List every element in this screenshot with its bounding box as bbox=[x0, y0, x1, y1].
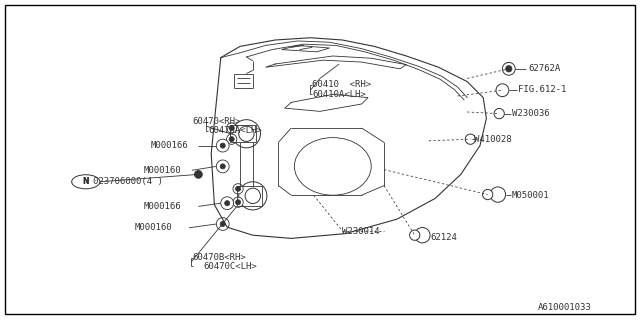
Ellipse shape bbox=[216, 139, 229, 152]
Text: W230036: W230036 bbox=[512, 109, 550, 118]
Ellipse shape bbox=[236, 200, 241, 205]
Ellipse shape bbox=[410, 230, 420, 240]
Ellipse shape bbox=[220, 164, 225, 169]
Ellipse shape bbox=[245, 188, 260, 204]
Text: A610001033: A610001033 bbox=[538, 303, 591, 312]
Ellipse shape bbox=[490, 187, 506, 202]
Ellipse shape bbox=[496, 84, 509, 97]
Text: 60470C<LH>: 60470C<LH> bbox=[204, 262, 257, 271]
Text: W410028: W410028 bbox=[474, 135, 511, 144]
Ellipse shape bbox=[506, 66, 512, 72]
Ellipse shape bbox=[233, 197, 243, 207]
Text: 62762A: 62762A bbox=[528, 64, 560, 73]
Ellipse shape bbox=[232, 120, 260, 148]
Text: 023706000(4 ): 023706000(4 ) bbox=[93, 177, 163, 186]
Text: FIG.612-1: FIG.612-1 bbox=[518, 85, 567, 94]
Text: M000160: M000160 bbox=[134, 223, 172, 232]
Ellipse shape bbox=[229, 125, 234, 131]
Text: 60470B<RH>: 60470B<RH> bbox=[192, 253, 246, 262]
Ellipse shape bbox=[225, 201, 230, 206]
Text: M000166: M000166 bbox=[144, 202, 182, 211]
Text: N: N bbox=[83, 177, 89, 186]
Ellipse shape bbox=[195, 171, 202, 178]
Ellipse shape bbox=[227, 134, 237, 144]
Text: W230014: W230014 bbox=[342, 227, 380, 236]
Ellipse shape bbox=[229, 137, 234, 142]
Ellipse shape bbox=[236, 186, 241, 191]
Text: M000166: M000166 bbox=[150, 141, 188, 150]
Text: 60470<RH>: 60470<RH> bbox=[192, 117, 241, 126]
Ellipse shape bbox=[216, 160, 229, 173]
Text: M000160: M000160 bbox=[144, 166, 182, 175]
Ellipse shape bbox=[221, 197, 234, 210]
Ellipse shape bbox=[220, 143, 225, 148]
Text: 60410  <RH>: 60410 <RH> bbox=[312, 80, 371, 89]
Circle shape bbox=[72, 175, 100, 189]
Ellipse shape bbox=[227, 123, 237, 133]
Ellipse shape bbox=[239, 126, 254, 141]
Ellipse shape bbox=[233, 184, 243, 194]
Ellipse shape bbox=[239, 182, 267, 210]
Text: 60470A<LH>: 60470A<LH> bbox=[208, 126, 262, 135]
Text: M050001: M050001 bbox=[512, 191, 550, 200]
Ellipse shape bbox=[415, 228, 430, 243]
Ellipse shape bbox=[483, 189, 493, 200]
Ellipse shape bbox=[216, 218, 229, 230]
Ellipse shape bbox=[494, 108, 504, 119]
Text: N: N bbox=[83, 177, 89, 186]
Ellipse shape bbox=[502, 62, 515, 75]
Ellipse shape bbox=[220, 221, 225, 227]
Text: 62124: 62124 bbox=[430, 233, 457, 242]
Text: 60410A<LH>: 60410A<LH> bbox=[312, 90, 366, 99]
Ellipse shape bbox=[465, 134, 476, 144]
